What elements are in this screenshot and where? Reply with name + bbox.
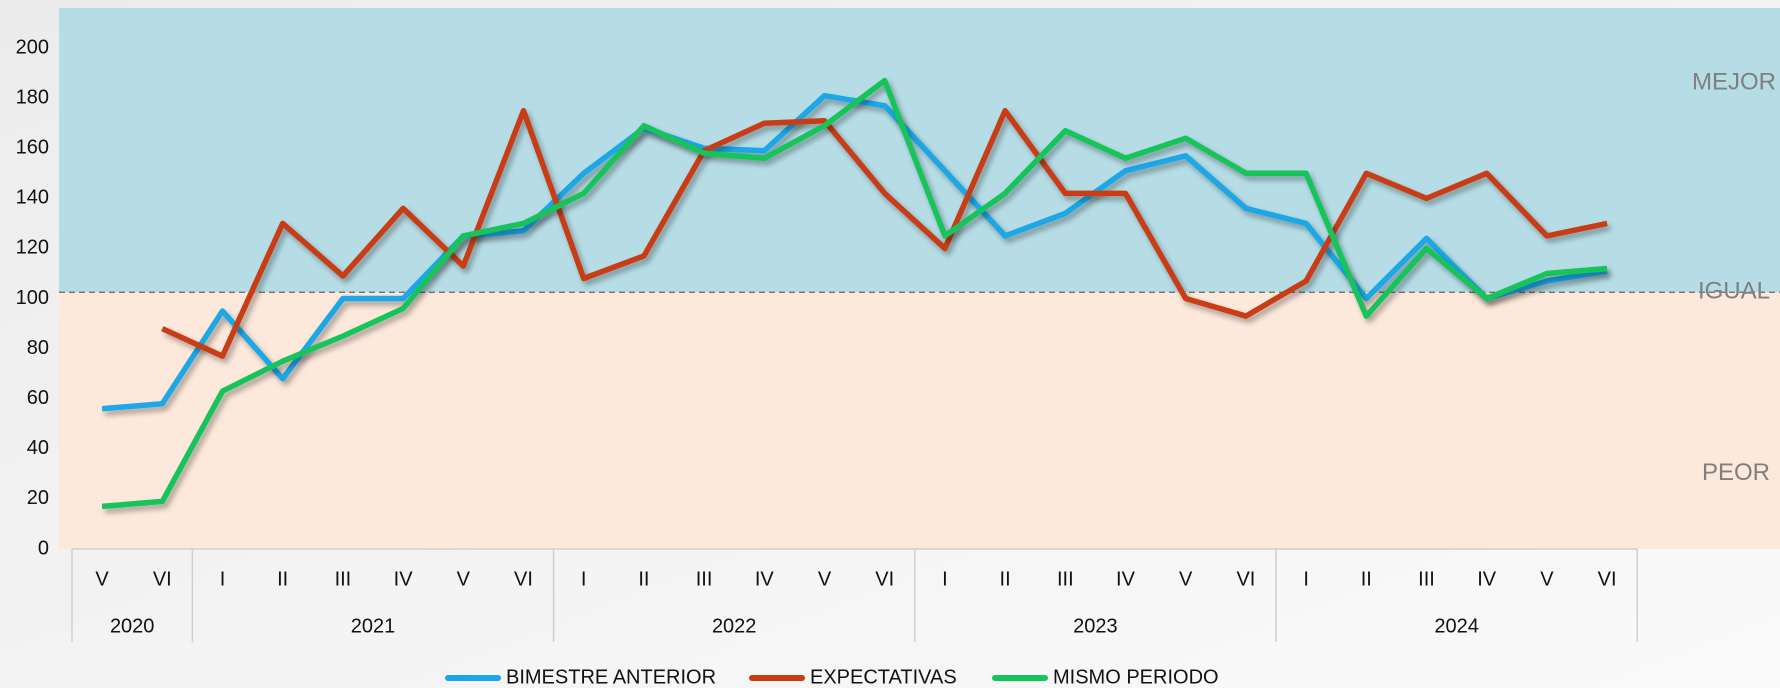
- y-tick-label: 140: [16, 187, 49, 209]
- x-tick-label: III: [335, 568, 352, 590]
- y-tick-label: 80: [27, 337, 49, 359]
- x-tick-label: I: [1303, 568, 1309, 590]
- series-line: [161, 107, 1608, 359]
- x-tick-label: II: [1000, 568, 1011, 590]
- y-tick-label: 20: [27, 487, 49, 509]
- y-tick-label: 60: [27, 387, 49, 409]
- legend-label: MISMO PERIODO: [1053, 666, 1219, 688]
- x-tick-label: VI: [875, 568, 894, 590]
- y-tick-label: 40: [27, 437, 49, 459]
- x-tick-label: IV: [394, 568, 414, 590]
- group-label: 2020: [110, 615, 155, 637]
- x-tick-label: V: [1540, 568, 1554, 590]
- x-tick-label: III: [696, 568, 713, 590]
- x-tick-label: I: [942, 568, 948, 590]
- band-label: IGUAL: [1698, 278, 1770, 305]
- group-label: 2022: [712, 615, 757, 637]
- band-label: PEOR: [1702, 459, 1770, 486]
- y-tick-label: 100: [16, 287, 49, 309]
- y-tick-label: 0: [38, 537, 49, 559]
- x-tick-label: VI: [514, 568, 533, 590]
- x-tick-label: I: [581, 568, 587, 590]
- y-tick-label: 200: [16, 36, 49, 58]
- band-better: [59, 8, 1780, 293]
- x-tick-label: IV: [1477, 568, 1497, 590]
- y-tick-label: 180: [16, 86, 49, 108]
- x-tick-label: II: [277, 568, 288, 590]
- x-tick-label: V: [95, 568, 109, 590]
- legend-label: EXPECTATIVAS: [810, 666, 957, 688]
- x-tick-label: II: [1361, 568, 1372, 590]
- x-tick-label: II: [638, 568, 649, 590]
- x-tick-label: VI: [153, 568, 172, 590]
- x-tick-label: VI: [1236, 568, 1255, 590]
- x-tick-label: V: [1179, 568, 1193, 590]
- y-tick-label: 160: [16, 137, 49, 159]
- group-label: 2023: [1073, 615, 1118, 637]
- x-tick-label: V: [818, 568, 832, 590]
- x-tick-label: V: [457, 568, 471, 590]
- x-tick-label: IV: [1116, 568, 1136, 590]
- legend-label: BIMESTRE ANTERIOR: [506, 666, 716, 688]
- x-tick-label: VI: [1598, 568, 1617, 590]
- group-label: 2021: [351, 615, 396, 637]
- y-tick-label: 120: [16, 237, 49, 259]
- x-tick-label: III: [1418, 568, 1435, 590]
- x-tick-label: III: [1057, 568, 1074, 590]
- series-line: [101, 77, 1608, 510]
- group-label: 2024: [1434, 615, 1479, 637]
- x-tick-label: I: [220, 568, 226, 590]
- x-tick-label: IV: [755, 568, 775, 590]
- band-label: MEJOR: [1692, 68, 1776, 95]
